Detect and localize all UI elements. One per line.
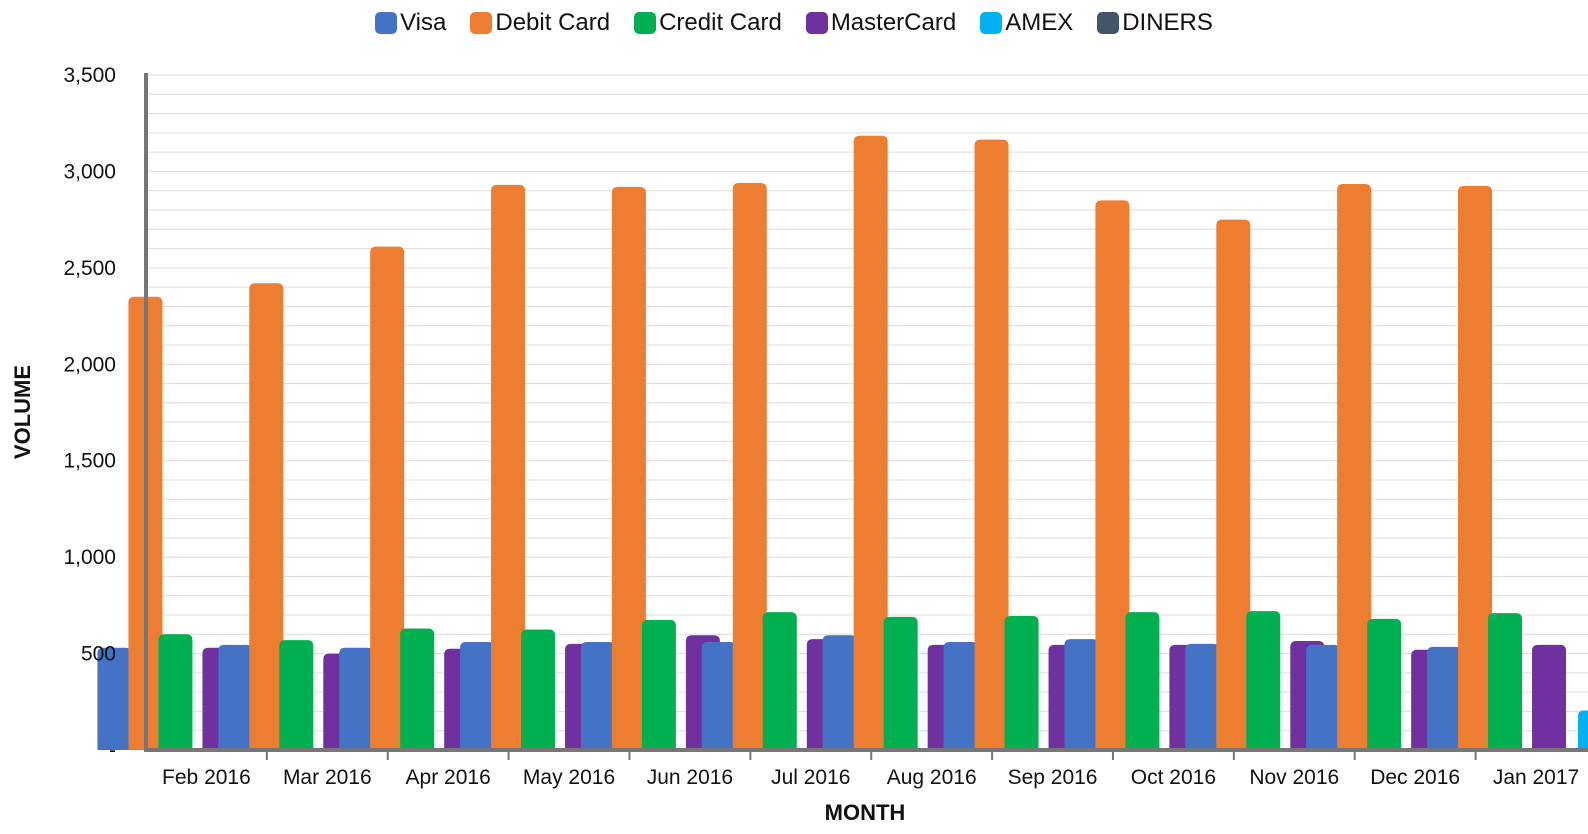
legend-item: DINERS <box>1097 9 1213 37</box>
bar <box>762 612 797 750</box>
legend-item: Visa <box>375 9 446 37</box>
bar <box>853 135 888 750</box>
bar <box>974 139 1009 750</box>
bar <box>943 642 978 750</box>
legend-swatch <box>980 12 1003 34</box>
legend-item: Credit Card <box>634 9 782 37</box>
bar <box>1427 646 1462 750</box>
bar <box>641 619 676 750</box>
bar <box>1064 639 1099 750</box>
bar <box>97 647 132 750</box>
legend-label: AMEX <box>1005 9 1074 36</box>
bar <box>279 640 314 750</box>
bar <box>1306 644 1341 750</box>
y-axis-title: VOLUME <box>10 365 35 459</box>
bar <box>218 644 253 750</box>
bar <box>883 616 918 750</box>
legend-swatch <box>634 12 657 34</box>
bar <box>1488 613 1523 750</box>
x-tick-label: Feb 2016 <box>162 766 251 789</box>
bar <box>822 635 857 750</box>
bar <box>521 629 556 750</box>
legend-item: Debit Card <box>470 9 610 37</box>
bar <box>400 628 435 750</box>
y-tick-label: 1,500 <box>63 450 116 473</box>
y-tick-labels: - 500 1,000 1,500 2,000 2,500 3,000 3,500 <box>63 64 116 762</box>
bar <box>1458 185 1493 751</box>
x-tick-labels: Feb 2016 Mar 2016 Apr 2016 May 2016 Jun 2016… <box>162 766 1579 789</box>
bar <box>158 634 193 750</box>
x-tick-label: Apr 2016 <box>406 766 491 789</box>
legend-swatch <box>805 12 828 34</box>
bar <box>1216 219 1251 751</box>
x-tick-label: Sep 2016 <box>1008 766 1098 789</box>
bar <box>1367 618 1402 750</box>
x-tick-label: Dec 2016 <box>1370 766 1460 789</box>
bar <box>339 647 374 750</box>
x-tick-label: Mar 2016 <box>283 766 372 789</box>
bar <box>1246 611 1281 750</box>
bar <box>611 186 646 750</box>
legend-label: Credit Card <box>659 9 782 36</box>
axes <box>144 73 1588 760</box>
legend-swatch <box>375 12 398 34</box>
bar <box>491 184 526 750</box>
x-axis-title: MONTH <box>825 800 906 825</box>
x-tick-label: Jan 2017 <box>1493 766 1579 789</box>
chart-legend: Visa Debit Card Credit Card MasterCard AMEX D… <box>0 6 1588 40</box>
bar <box>1125 612 1160 750</box>
bars <box>97 135 1588 751</box>
bar <box>701 642 736 750</box>
y-tick-label: - <box>109 739 116 762</box>
legend-item: AMEX <box>980 9 1073 37</box>
y-tick-label: 500 <box>81 643 116 666</box>
bar <box>1337 183 1372 750</box>
legend-swatch <box>1097 12 1120 34</box>
bar <box>249 283 284 750</box>
x-tick-label: May 2016 <box>523 766 615 789</box>
bar <box>370 246 405 750</box>
x-tick-label: Aug 2016 <box>887 766 977 789</box>
legend-label: Visa <box>400 9 447 36</box>
y-tick-label: 3,500 <box>63 64 116 87</box>
bar <box>1532 644 1567 750</box>
bar <box>1185 643 1220 750</box>
legend-label: DINERS <box>1122 9 1213 36</box>
bar <box>1004 615 1039 750</box>
legend-item: MasterCard <box>805 9 957 37</box>
y-tick-label: 2,000 <box>63 353 116 376</box>
bar <box>460 642 495 750</box>
bar <box>1578 710 1588 750</box>
x-tick-label: Nov 2016 <box>1249 766 1339 789</box>
bar <box>580 642 615 750</box>
y-tick-label: 2,500 <box>63 257 116 280</box>
x-tick-label: Oct 2016 <box>1131 766 1216 789</box>
x-tick-label: Jun 2016 <box>647 766 733 789</box>
legend-swatch <box>470 12 493 34</box>
legend-label: Debit Card <box>495 9 611 36</box>
bar <box>1095 200 1130 750</box>
y-tick-label: 3,000 <box>63 160 116 183</box>
bar <box>732 183 767 750</box>
x-tick-label: Jul 2016 <box>771 766 850 789</box>
y-tick-label: 1,000 <box>63 546 116 569</box>
legend-label: MasterCard <box>830 9 957 36</box>
